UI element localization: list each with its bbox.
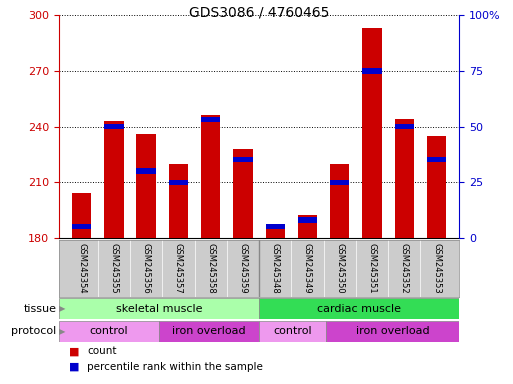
Bar — [59, 321, 159, 342]
Text: GSM245351: GSM245351 — [367, 243, 377, 294]
Bar — [104, 124, 124, 129]
Text: ▶: ▶ — [58, 305, 65, 313]
Bar — [233, 149, 252, 238]
Bar — [266, 227, 285, 238]
Bar — [201, 116, 221, 238]
Text: GSM245355: GSM245355 — [109, 243, 119, 294]
Text: GSM245353: GSM245353 — [432, 243, 441, 294]
Bar — [362, 68, 382, 74]
Bar — [298, 217, 317, 222]
Bar — [259, 298, 459, 319]
Text: GDS3086 / 4760465: GDS3086 / 4760465 — [189, 6, 329, 20]
Bar — [394, 124, 414, 129]
Text: GSM245356: GSM245356 — [142, 243, 151, 294]
Bar — [169, 164, 188, 238]
Text: GSM245354: GSM245354 — [77, 243, 86, 294]
Text: iron overload: iron overload — [356, 326, 429, 336]
Text: GSM245349: GSM245349 — [303, 243, 312, 294]
Bar — [136, 134, 156, 238]
Bar — [136, 169, 156, 174]
Text: GSM245352: GSM245352 — [400, 243, 409, 294]
Text: control: control — [90, 326, 128, 336]
Bar — [362, 28, 382, 238]
Bar — [72, 224, 91, 229]
Bar — [201, 117, 221, 122]
Text: cardiac muscle: cardiac muscle — [317, 304, 401, 314]
Bar — [330, 179, 349, 185]
Bar — [266, 224, 285, 229]
Bar — [233, 157, 252, 162]
Bar — [427, 157, 446, 162]
Text: control: control — [273, 326, 312, 336]
Text: tissue: tissue — [24, 304, 56, 314]
Bar — [427, 136, 446, 238]
Text: ■: ■ — [69, 362, 80, 372]
Text: GSM245357: GSM245357 — [174, 243, 183, 294]
Text: GSM245350: GSM245350 — [335, 243, 344, 294]
Bar — [298, 215, 317, 238]
Bar — [259, 321, 326, 342]
Text: percentile rank within the sample: percentile rank within the sample — [87, 362, 263, 372]
Bar — [159, 321, 259, 342]
Text: protocol: protocol — [11, 326, 56, 336]
Bar — [330, 164, 349, 238]
Text: skeletal muscle: skeletal muscle — [116, 304, 202, 314]
Bar — [326, 321, 459, 342]
Bar — [72, 193, 91, 238]
Text: GSM245358: GSM245358 — [206, 243, 215, 294]
Text: ▶: ▶ — [58, 327, 65, 336]
Text: iron overload: iron overload — [172, 326, 246, 336]
Text: GSM245359: GSM245359 — [239, 243, 247, 294]
Bar — [104, 121, 124, 238]
Text: ■: ■ — [69, 346, 80, 356]
Bar — [169, 179, 188, 185]
Bar — [394, 119, 414, 238]
Bar — [59, 298, 259, 319]
Text: count: count — [87, 346, 117, 356]
Text: GSM245348: GSM245348 — [271, 243, 280, 294]
